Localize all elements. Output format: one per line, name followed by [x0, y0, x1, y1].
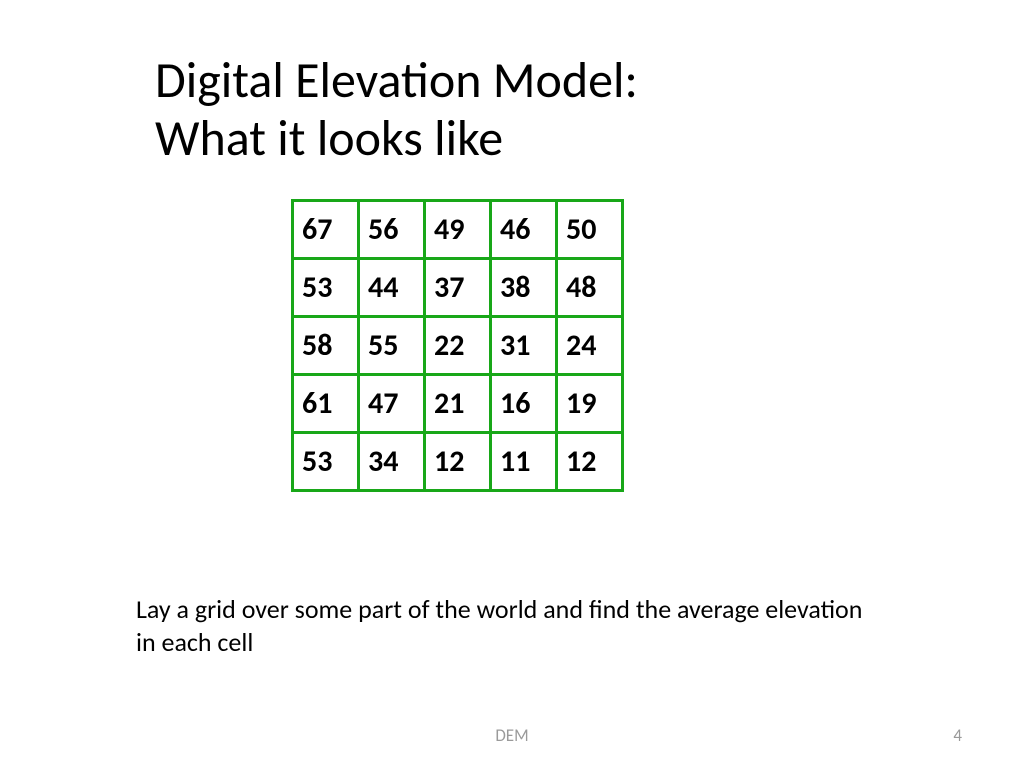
grid-cell: 47 — [359, 375, 425, 433]
grid-cell: 50 — [557, 201, 623, 259]
title-line-2: What it looks like — [155, 108, 503, 169]
elevation-grid: 67 56 49 46 50 53 44 37 38 48 58 55 22 3… — [291, 199, 624, 492]
grid-cell: 48 — [557, 259, 623, 317]
grid-cell: 53 — [293, 433, 359, 491]
grid-cell: 34 — [359, 433, 425, 491]
table-row: 67 56 49 46 50 — [293, 201, 623, 259]
slide: Digital Elevation Model: What it looks l… — [0, 0, 1024, 768]
grid-cell: 58 — [293, 317, 359, 375]
grid-cell: 19 — [557, 375, 623, 433]
grid-cell: 46 — [491, 201, 557, 259]
caption-text: Lay a grid over some part of the world a… — [136, 593, 866, 658]
grid-cell: 44 — [359, 259, 425, 317]
grid-cell: 31 — [491, 317, 557, 375]
table-row: 58 55 22 31 24 — [293, 317, 623, 375]
grid-cell: 22 — [425, 317, 491, 375]
grid-cell: 21 — [425, 375, 491, 433]
grid-cell: 12 — [425, 433, 491, 491]
grid-cell: 61 — [293, 375, 359, 433]
grid-cell: 12 — [557, 433, 623, 491]
table-row: 61 47 21 16 19 — [293, 375, 623, 433]
table-row: 53 34 12 11 12 — [293, 433, 623, 491]
title-line-1: Digital Elevation Model: — [155, 50, 638, 111]
elevation-table: 67 56 49 46 50 53 44 37 38 48 58 55 22 3… — [291, 199, 624, 492]
grid-cell: 55 — [359, 317, 425, 375]
slide-title: Digital Elevation Model: What it looks l… — [155, 52, 638, 167]
table-row: 53 44 37 38 48 — [293, 259, 623, 317]
grid-cell: 37 — [425, 259, 491, 317]
page-number: 4 — [953, 725, 962, 746]
grid-cell: 24 — [557, 317, 623, 375]
grid-cell: 67 — [293, 201, 359, 259]
grid-cell: 38 — [491, 259, 557, 317]
grid-cell: 49 — [425, 201, 491, 259]
grid-cell: 16 — [491, 375, 557, 433]
grid-cell: 53 — [293, 259, 359, 317]
footer-label: DEM — [0, 725, 1024, 746]
grid-cell: 56 — [359, 201, 425, 259]
grid-cell: 11 — [491, 433, 557, 491]
